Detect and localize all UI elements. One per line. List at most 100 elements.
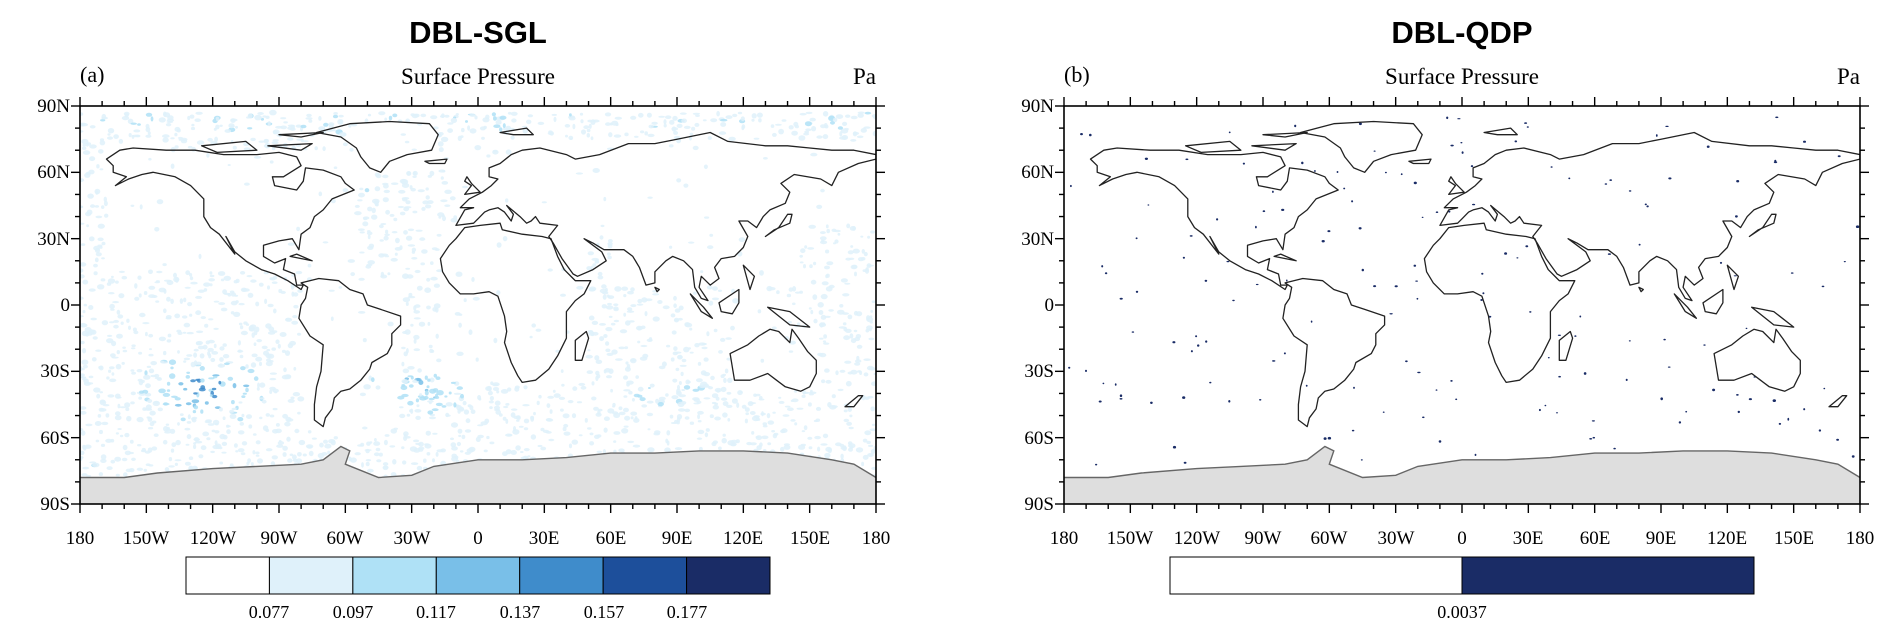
field-speckle — [195, 340, 203, 346]
field-speckle — [810, 152, 818, 157]
field-speckle — [121, 275, 128, 280]
field-speckle — [374, 186, 381, 192]
colorbar-label: 0.0037 — [1437, 602, 1487, 622]
field-speckle — [567, 400, 574, 404]
field-speckle — [155, 300, 160, 303]
field-speckle — [177, 136, 184, 140]
field-speckle — [722, 412, 728, 418]
field-speckle — [401, 384, 406, 387]
field-speckle — [671, 330, 677, 335]
field-speckle — [470, 409, 476, 415]
field-speckle — [148, 285, 156, 290]
field-speckle — [493, 124, 501, 128]
field-speckle — [99, 140, 106, 146]
field-speckle — [647, 133, 655, 138]
field-speckle — [210, 450, 215, 454]
field-speckle — [700, 270, 704, 274]
lon-label: 60W — [1311, 528, 1348, 549]
field-speckle — [190, 361, 196, 368]
field-speckle — [681, 389, 686, 391]
field-speckle — [586, 266, 592, 271]
field-speckle — [450, 117, 458, 123]
field-speckle — [94, 257, 99, 263]
field-speckle — [825, 224, 829, 229]
field-speckle — [572, 123, 576, 130]
field-speckle — [233, 311, 241, 317]
field-speckle — [805, 128, 812, 132]
field-speckle — [652, 316, 660, 322]
field-speckle — [674, 308, 681, 313]
field-speckle — [822, 433, 829, 439]
field-speckle — [692, 145, 699, 151]
field-speckle — [184, 461, 191, 466]
field-speckle — [311, 437, 317, 440]
field-speckle — [82, 364, 88, 369]
field-speckle — [799, 254, 803, 258]
field-speckle — [1119, 398, 1123, 400]
field-speckle — [434, 396, 440, 399]
field-speckle — [305, 117, 313, 120]
field-speckle — [98, 472, 104, 477]
field-speckle — [183, 357, 191, 361]
field-speckle — [492, 149, 499, 155]
field-speckle — [143, 374, 151, 380]
field-speckle — [744, 418, 749, 424]
field-speckle — [115, 363, 122, 370]
field-speckle — [673, 130, 679, 135]
field-speckle — [1821, 285, 1825, 288]
field-speckle — [505, 403, 510, 406]
field-speckle — [468, 329, 473, 336]
field-speckle — [786, 293, 792, 298]
field-speckle — [854, 362, 861, 366]
field-speckle — [505, 433, 513, 437]
coastline — [278, 131, 324, 138]
field-speckle — [640, 130, 645, 134]
colorbar-label: 0.097 — [333, 602, 374, 622]
coastline — [1423, 222, 1576, 384]
field-speckle — [106, 376, 110, 380]
field-speckle — [458, 322, 462, 328]
field-speckle — [822, 111, 829, 117]
field-speckle — [419, 237, 426, 241]
field-speckle — [399, 413, 406, 419]
field-speckle — [618, 406, 623, 411]
field-speckle — [281, 349, 286, 353]
field-speckle — [413, 348, 421, 352]
field-speckle — [597, 275, 604, 280]
field-speckle — [170, 366, 174, 370]
field-speckle — [816, 204, 823, 209]
lat-label: 60S — [1024, 428, 1054, 449]
colorbar — [185, 556, 771, 595]
field-speckle — [273, 308, 277, 314]
field-speckle — [1712, 388, 1716, 392]
field-speckle — [147, 399, 153, 403]
field-speckle — [279, 332, 287, 337]
field-speckle — [350, 272, 356, 277]
field-speckle — [387, 272, 391, 276]
field-speckle — [819, 337, 824, 340]
field-speckle — [380, 223, 387, 225]
field-speckle — [644, 311, 648, 317]
lat-label: 60S — [40, 428, 70, 449]
field-speckle — [801, 394, 806, 398]
field-speckle — [128, 325, 131, 330]
field-speckle — [568, 135, 574, 140]
field-speckle — [790, 419, 796, 422]
field-speckle — [401, 346, 406, 350]
map-subtitle: Surface Pressure — [1385, 64, 1539, 89]
field-speckle — [807, 436, 813, 440]
field-speckle — [676, 123, 683, 128]
field-speckle — [432, 458, 435, 463]
field-speckle — [239, 354, 244, 359]
field-speckle — [722, 433, 726, 437]
field-speckle — [782, 414, 790, 417]
field-speckle — [103, 196, 108, 203]
field-speckle — [747, 401, 754, 407]
field-speckle — [80, 340, 85, 345]
field-speckle — [192, 410, 197, 414]
field-speckle — [93, 263, 98, 268]
field-speckle — [124, 432, 130, 438]
field-speckle — [499, 127, 503, 132]
field-speckle — [80, 315, 84, 318]
field-speckle — [1625, 378, 1628, 381]
